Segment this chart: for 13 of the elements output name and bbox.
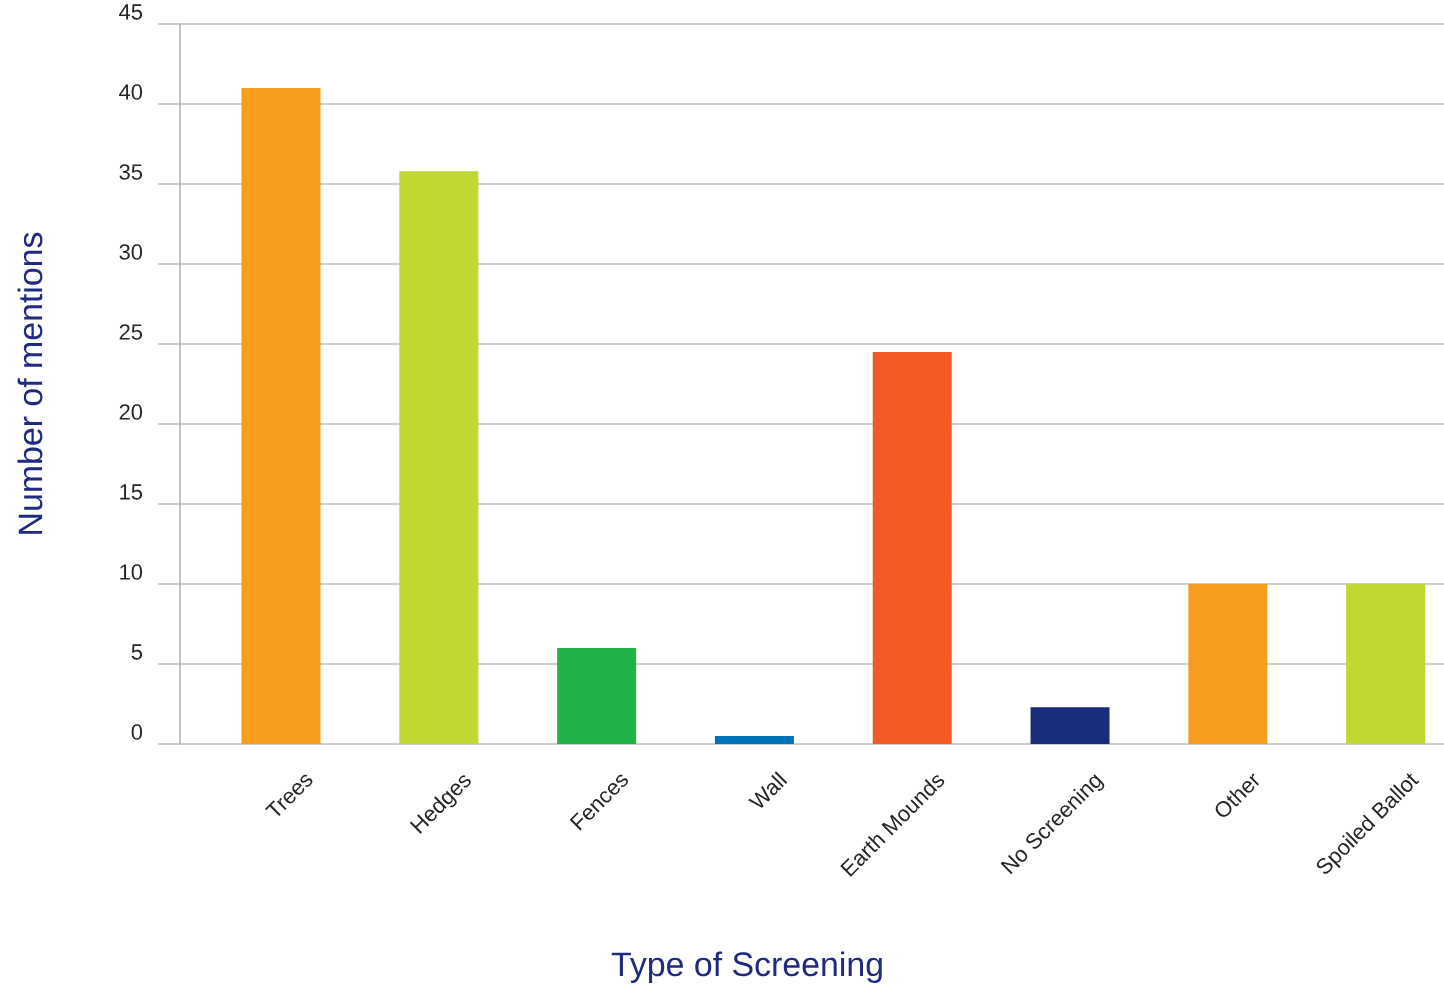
y-tick-label: 25 — [119, 324, 143, 340]
y-tick-label: 5 — [131, 644, 143, 660]
y-tick-label: 45 — [119, 4, 143, 20]
y-tick-label: 0 — [131, 724, 143, 740]
x-tick-label: Wall — [748, 771, 788, 808]
y-tick-label: 40 — [119, 84, 143, 100]
y-tick-label: 20 — [119, 404, 143, 420]
y-tick-label: 30 — [119, 244, 143, 260]
y-tick-label: 15 — [120, 484, 143, 500]
y-axis-title: Number of mentions — [17, 232, 43, 534]
y-tick-label: 35 — [119, 164, 143, 180]
y-tick-label: 10 — [120, 564, 143, 580]
x-axis-title: Type of Screening — [611, 951, 882, 983]
